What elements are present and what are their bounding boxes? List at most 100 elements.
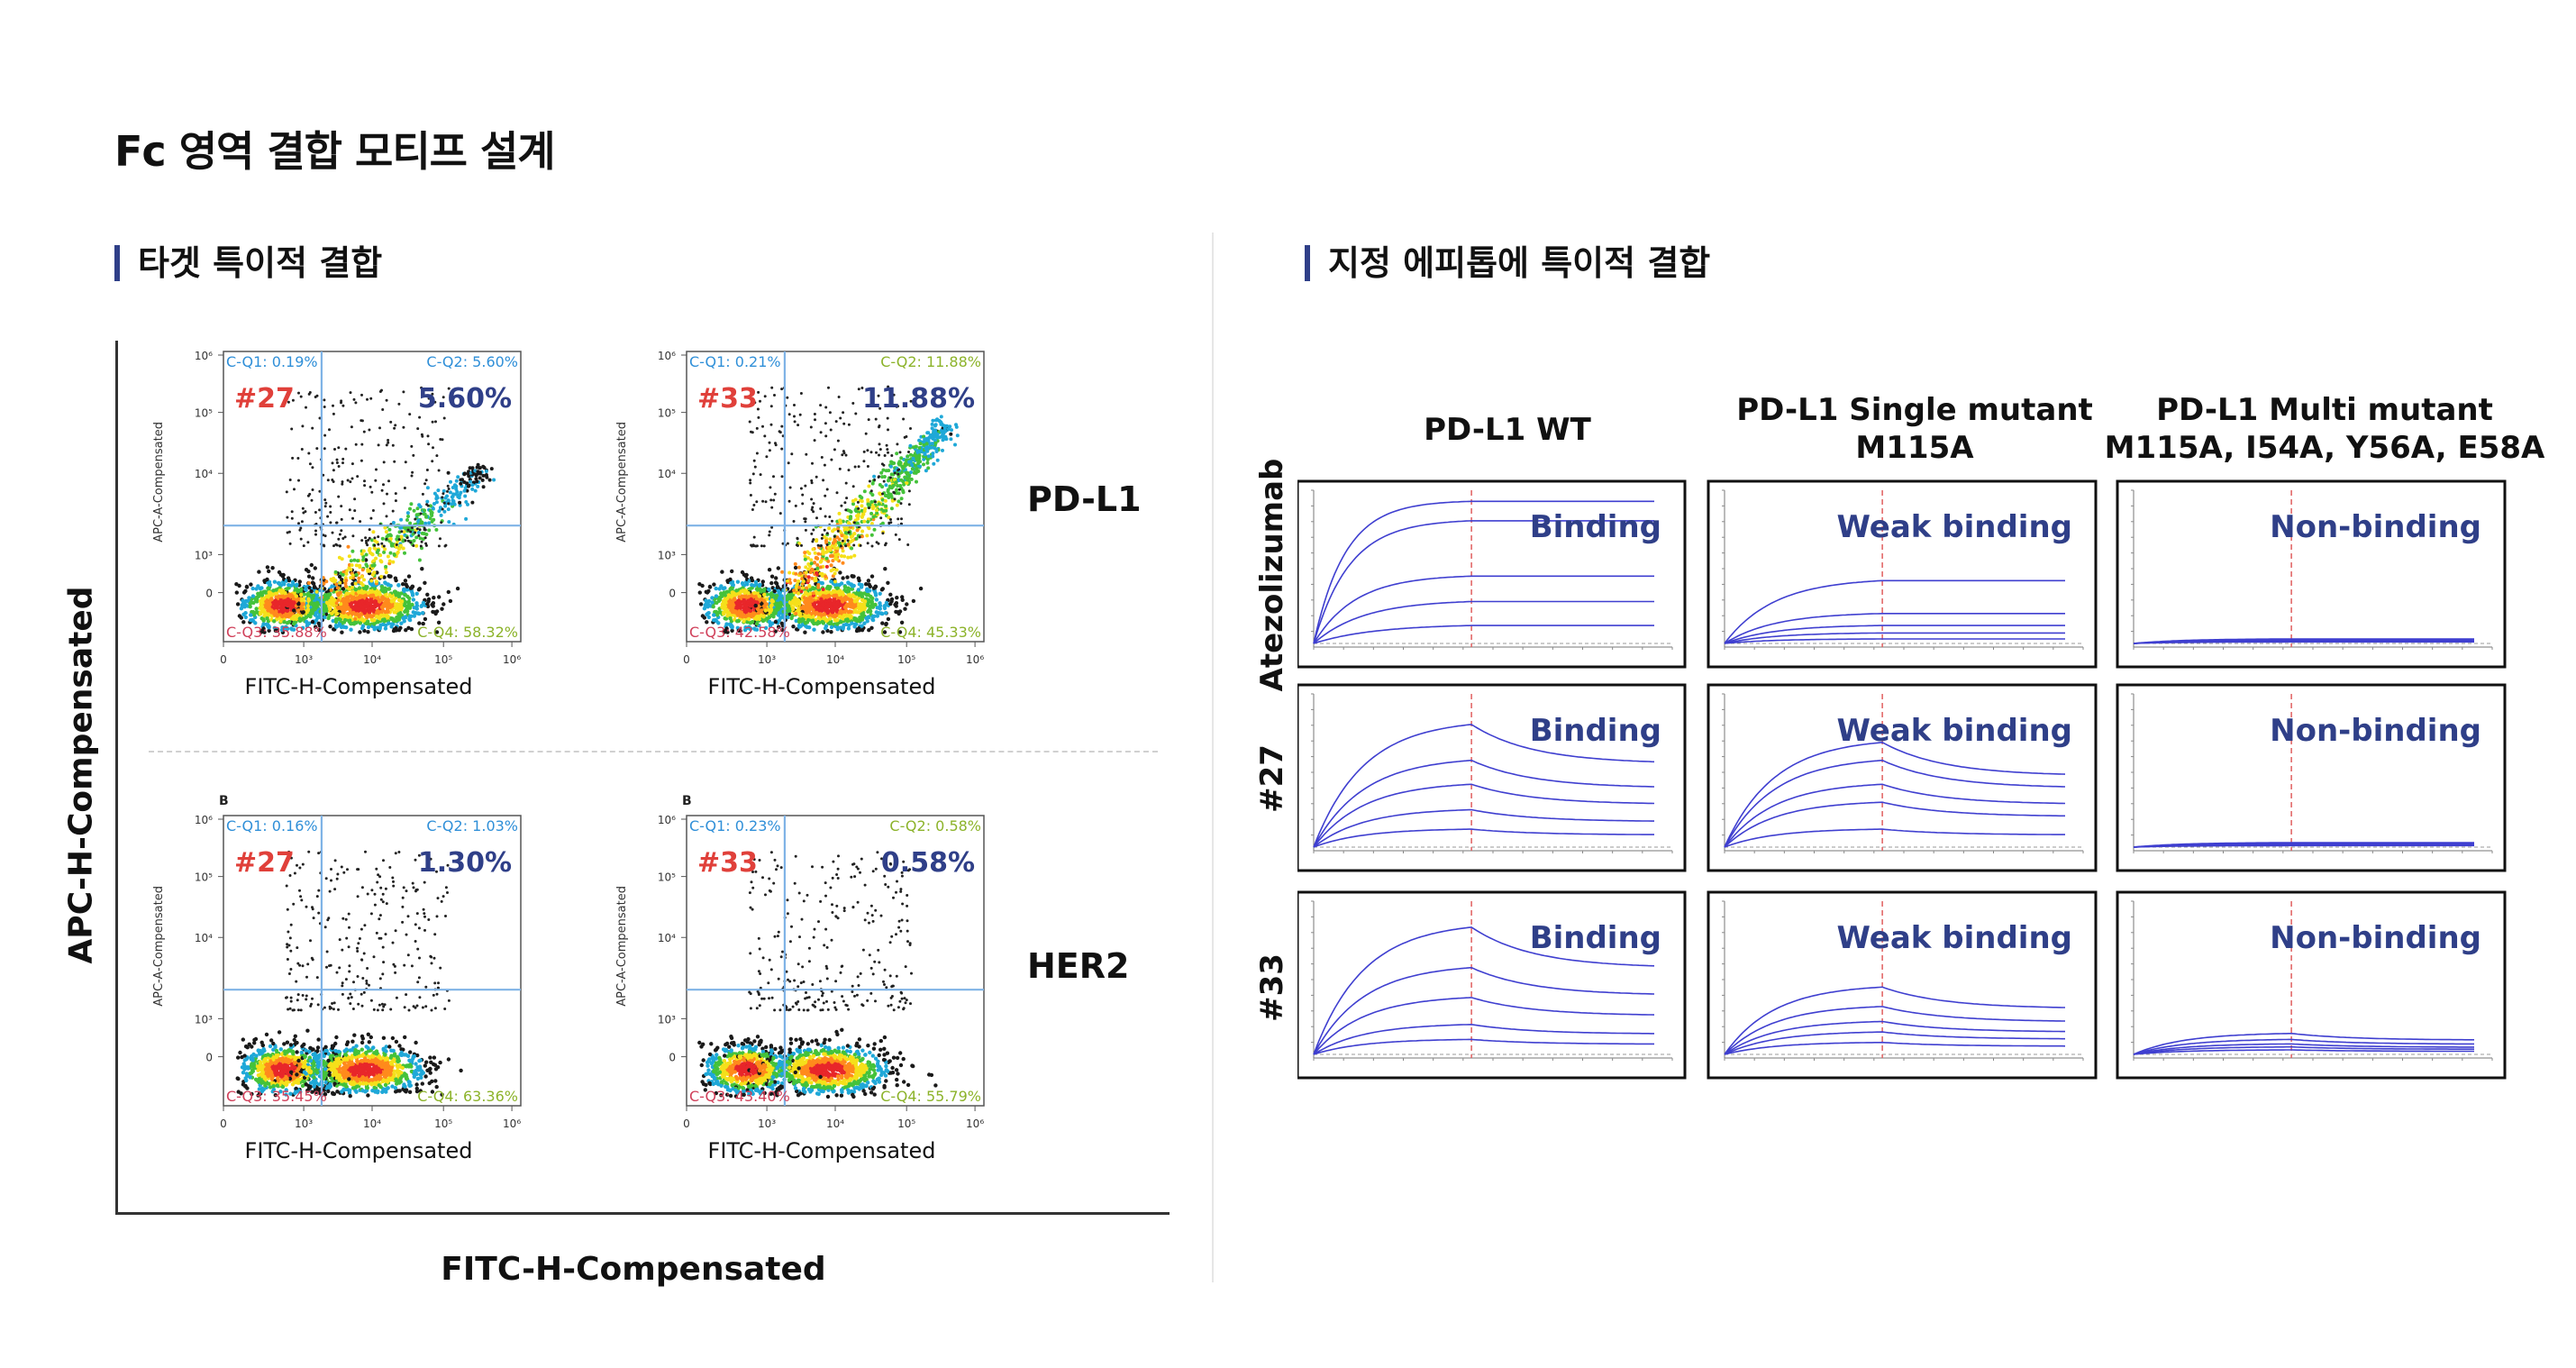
flow-q4-label: C-Q4: 55.79% [880,1088,981,1105]
flow-x-tick: 10³ [295,1117,313,1130]
flow-q2-label: C-Q2: 11.88% [880,353,981,370]
flow-x-tick: 10⁵ [434,653,452,666]
flow-scatter-points [234,386,496,634]
spr-cell: Non-binding [2116,479,2507,669]
spr-trace [1724,613,2065,644]
spr-cell: Weak binding [1707,890,2098,1080]
flow-q2-percent: 0.58% [881,847,975,879]
flow-x-tick: 10⁵ [897,1117,915,1130]
flow-x-tick: 10⁶ [966,1117,984,1130]
spr-trace [1313,966,1655,1055]
flow-y-tick: 10³ [195,1013,213,1026]
flow-q2-percent: 11.88% [862,383,975,415]
flow-y-tick: 10⁴ [195,468,213,480]
flow-cytometry-panels: C-Q1: 0.19% C-Q2: 5.60% C-Q3: 35.88% C-Q4: … [152,350,985,1163]
flow-q4-label: C-Q4: 45.33% [880,624,981,641]
flow-q1-label: C-Q1: 0.23% [689,817,781,834]
spr-trace [2133,1043,2474,1055]
spr-trace [1313,600,1654,644]
spr-col-header-1-line1: PD-L1 Single mutant [1736,392,2093,428]
spr-trace [2133,641,2474,644]
spr-row-label-1: #27 [1254,744,1290,813]
spr-trace [1313,926,1655,1055]
flow-q1-label: C-Q1: 0.16% [226,817,318,834]
left-y-axis-line [115,341,118,1215]
flow-y-tick: 0 [669,588,676,600]
flow-y-tick: 10⁵ [195,871,213,884]
spr-col-header-2: PD-L1 Multi mutant M115A, I54A, Y56A, E5… [2105,391,2545,467]
flow-x-tick: 0 [220,653,227,666]
spr-cell-frame [2116,479,2507,669]
flow-panel-xlabel: FITC-H-Compensated [245,1138,473,1163]
spr-trace [1724,579,2065,644]
spr-trace [1313,997,1655,1055]
left-x-axis-line [115,1212,1170,1215]
flow-q4-label: C-Q4: 63.36% [417,1088,518,1105]
flow-panel: C-Q1: 0.19% C-Q2: 5.60% C-Q3: 35.88% C-Q4: … [152,350,522,699]
flow-q3-label: C-Q3: 43.40% [689,1088,790,1105]
spr-trace [1724,1020,2065,1055]
target-label-pdl1: PD-L1 [1027,479,1142,519]
spr-trace [1724,759,2066,848]
spr-cell: Binding [1297,890,1687,1080]
flow-y-tick: 10⁴ [658,468,676,480]
spr-sensorgram-grid: Binding Weak binding Non-binding Binding Wea… [1297,479,2507,1080]
spr-col-header-2-line1: PD-L1 Multi mutant [2156,392,2493,428]
spr-trace [1724,986,2065,1055]
spr-cell: Binding [1297,683,1687,872]
spr-cell-label: Binding [1530,713,1661,749]
spr-cell-label: Binding [1530,509,1661,545]
spr-trace [1313,808,1654,848]
flow-x-tick: 10⁴ [363,1117,381,1130]
spr-trace [1724,783,2066,848]
flow-clone-label: #27 [234,847,295,879]
spr-trace [1313,625,1654,644]
spr-trace [2133,1045,2474,1055]
left-section-title: 타겟 특이적 결합 [114,245,382,281]
flow-scatter-points [235,850,463,1099]
spr-trace [1313,1038,1654,1055]
flow-x-tick: 0 [220,1117,227,1130]
spr-col-header-0: PD-L1 WT [1424,411,1591,449]
flow-x-tick: 10⁶ [966,653,984,666]
spr-cell-label: Weak binding [1837,920,2072,956]
spr-cell: Non-binding [2116,683,2507,872]
flow-x-tick: 10⁶ [503,1117,521,1130]
spr-col-header-0-line1: PD-L1 WT [1424,412,1591,448]
spr-trace [2133,1038,2474,1055]
spr-trace [1724,1006,2065,1055]
flow-x-tick: 10⁴ [826,653,844,666]
flow-x-tick: 10⁵ [897,653,915,666]
flow-x-tick: 10⁶ [503,653,521,666]
flow-x-tick: 10⁴ [826,1117,844,1130]
flow-q1-label: C-Q1: 0.19% [226,353,318,370]
flow-x-axis-label: FITC-H-Compensated [441,1251,826,1288]
flow-y-tick: 10³ [658,1013,676,1026]
spr-trace [1724,1031,2065,1055]
flow-x-tick: 10³ [758,653,776,666]
flow-panel: C-Q1: 0.16% C-Q2: 1.03% C-Q3: 35.45% C-Q4: … [152,794,522,1163]
flow-y-tick: 10⁴ [195,932,213,944]
flow-q1-label: C-Q1: 0.21% [689,353,781,370]
spr-trace [2133,1049,2474,1055]
spr-cell-frame [1297,683,1687,872]
flow-x-tick: 0 [683,653,690,666]
flow-q3-label: C-Q3: 35.45% [226,1088,327,1105]
spr-cell: Weak binding [1707,683,2098,872]
spr-trace [1724,638,2065,644]
spr-cell-frame [1297,479,1687,669]
flow-q2-label: C-Q2: 0.58% [889,817,981,834]
flow-panel: C-Q1: 0.23% C-Q2: 0.58% C-Q3: 43.40% C-Q4: … [615,794,985,1163]
spr-cell-label: Non-binding [2270,509,2481,545]
flow-q2-percent: 1.30% [418,847,512,879]
flow-scatter-points [697,851,938,1099]
spr-trace [1724,741,2066,848]
spr-cell-label: Weak binding [1837,509,2072,545]
flow-q2-label: C-Q2: 1.03% [426,817,518,834]
flow-panel-xlabel: FITC-H-Compensated [245,674,473,699]
spr-cell-label: Binding [1530,920,1661,956]
spr-cell-frame [1707,683,2098,872]
flow-y-tick: 10³ [195,549,213,561]
flow-panel-ylabel: APC-A-Compensated [152,886,166,1007]
spr-trace [1724,828,2065,848]
